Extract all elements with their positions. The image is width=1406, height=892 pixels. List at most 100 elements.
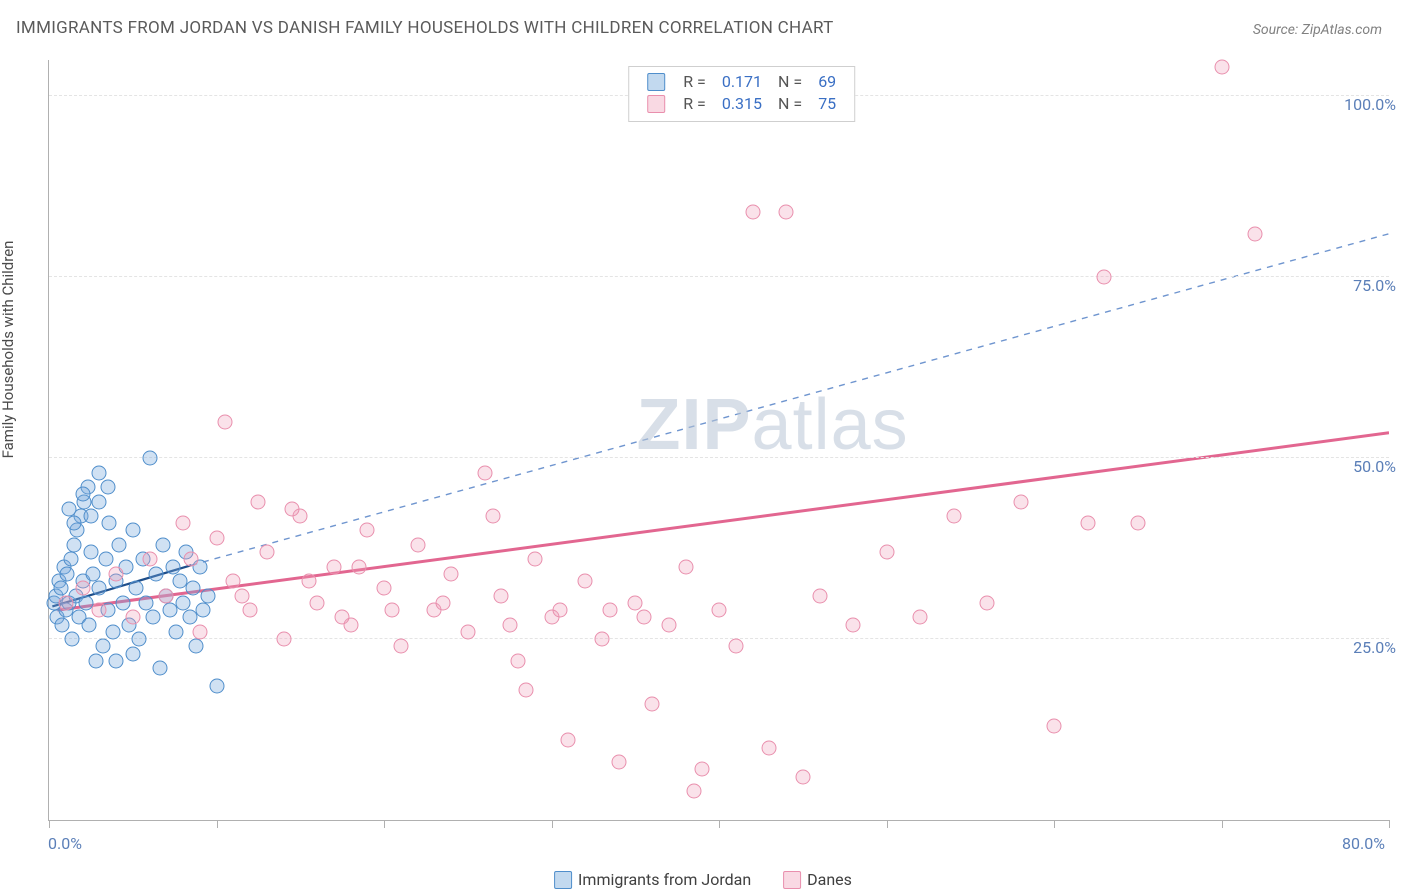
data-point-danes	[109, 566, 124, 581]
y-tick-label: 100.0%	[1344, 95, 1396, 114]
trend-line	[191, 234, 1389, 566]
data-point-danes	[326, 559, 341, 574]
data-point-danes	[1013, 494, 1028, 509]
data-point-danes	[125, 610, 140, 625]
data-point-danes	[686, 784, 701, 799]
data-point-jordan	[186, 581, 201, 596]
data-point-danes	[142, 552, 157, 567]
x-tick	[719, 820, 720, 828]
data-point-danes	[460, 624, 475, 639]
data-point-danes	[192, 624, 207, 639]
scatter-plot: ZIPatlas R = 0.171 N = 69 R = 0.315 N = …	[48, 60, 1389, 821]
y-tick-label: 50.0%	[1353, 457, 1396, 476]
data-point-jordan	[149, 566, 164, 581]
data-point-jordan	[169, 624, 184, 639]
data-point-danes	[879, 545, 894, 560]
n-label: N =	[770, 71, 810, 93]
data-point-danes	[611, 755, 626, 770]
watermark-rest: atlas	[752, 385, 909, 465]
data-point-danes	[444, 566, 459, 581]
data-point-danes	[712, 603, 727, 618]
x-tick	[1389, 820, 1390, 828]
x-tick	[887, 820, 888, 828]
correlation-legend: R = 0.171 N = 69 R = 0.315 N = 75	[628, 66, 855, 122]
data-point-jordan	[100, 480, 115, 495]
data-point-danes	[628, 595, 643, 610]
data-point-danes	[728, 639, 743, 654]
data-point-danes	[511, 653, 526, 668]
legend-item-danes: Danes	[783, 870, 852, 889]
data-point-danes	[1097, 270, 1112, 285]
data-point-jordan	[83, 545, 98, 560]
data-point-jordan	[142, 451, 157, 466]
source-value: ZipAtlas.com	[1302, 22, 1382, 38]
data-point-danes	[410, 537, 425, 552]
data-point-jordan	[92, 581, 107, 596]
data-point-jordan	[189, 639, 204, 654]
chart-title: IMMIGRANTS FROM JORDAN VS DANISH FAMILY …	[16, 18, 834, 38]
x-tick	[552, 820, 553, 828]
data-point-danes	[561, 733, 576, 748]
source-attribution: Source: ZipAtlas.com	[1253, 22, 1382, 38]
r-value-danes: 0.315	[714, 93, 770, 115]
data-point-jordan	[75, 487, 90, 502]
chart-container: Family Households with Children ZIPatlas…	[0, 50, 1406, 892]
data-point-danes	[176, 516, 191, 531]
data-point-jordan	[67, 537, 82, 552]
data-point-jordan	[55, 617, 70, 632]
data-point-danes	[846, 617, 861, 632]
y-tick-label: 25.0%	[1353, 638, 1396, 657]
data-point-danes	[385, 603, 400, 618]
data-point-danes	[812, 588, 827, 603]
data-point-danes	[335, 610, 350, 625]
data-point-danes	[946, 509, 961, 524]
x-tick	[217, 820, 218, 828]
data-point-danes	[351, 559, 366, 574]
data-point-jordan	[65, 632, 80, 647]
data-point-jordan	[125, 523, 140, 538]
data-point-danes	[1080, 516, 1095, 531]
data-point-jordan	[109, 653, 124, 668]
legend-row-jordan: R = 0.171 N = 69	[639, 71, 844, 93]
data-point-jordan	[115, 595, 130, 610]
data-point-jordan	[53, 581, 68, 596]
data-point-jordan	[67, 516, 82, 531]
data-point-danes	[795, 769, 810, 784]
data-point-jordan	[62, 501, 77, 516]
data-point-jordan	[98, 552, 113, 567]
data-point-danes	[552, 603, 567, 618]
data-point-danes	[435, 595, 450, 610]
data-point-danes	[209, 530, 224, 545]
data-point-danes	[284, 501, 299, 516]
data-point-danes	[259, 545, 274, 560]
legend-row-danes: R = 0.315 N = 75	[639, 93, 844, 115]
swatch-pink-icon	[647, 95, 665, 113]
data-point-jordan	[125, 646, 140, 661]
data-point-danes	[234, 588, 249, 603]
r-value-jordan: 0.171	[714, 71, 770, 93]
data-point-danes	[1047, 718, 1062, 733]
data-point-danes	[636, 610, 651, 625]
data-point-danes	[779, 205, 794, 220]
data-point-danes	[485, 509, 500, 524]
data-point-jordan	[60, 566, 75, 581]
r-label: R =	[675, 93, 714, 115]
series-legend: Immigrants from Jordan Danes	[540, 870, 866, 890]
swatch-pink-icon	[783, 871, 801, 889]
x-tick	[49, 820, 50, 828]
data-point-danes	[92, 603, 107, 618]
data-point-jordan	[95, 639, 110, 654]
data-point-danes	[58, 595, 73, 610]
legend-label-jordan: Immigrants from Jordan	[578, 870, 751, 889]
x-tick	[1054, 820, 1055, 828]
watermark: ZIPatlas	[637, 384, 909, 466]
data-point-jordan	[112, 537, 127, 552]
data-point-jordan	[201, 588, 216, 603]
data-point-danes	[519, 682, 534, 697]
watermark-bold: ZIP	[637, 385, 752, 465]
data-point-danes	[980, 595, 995, 610]
x-tick	[384, 820, 385, 828]
data-point-jordan	[82, 617, 97, 632]
data-point-jordan	[145, 610, 160, 625]
data-point-danes	[762, 740, 777, 755]
